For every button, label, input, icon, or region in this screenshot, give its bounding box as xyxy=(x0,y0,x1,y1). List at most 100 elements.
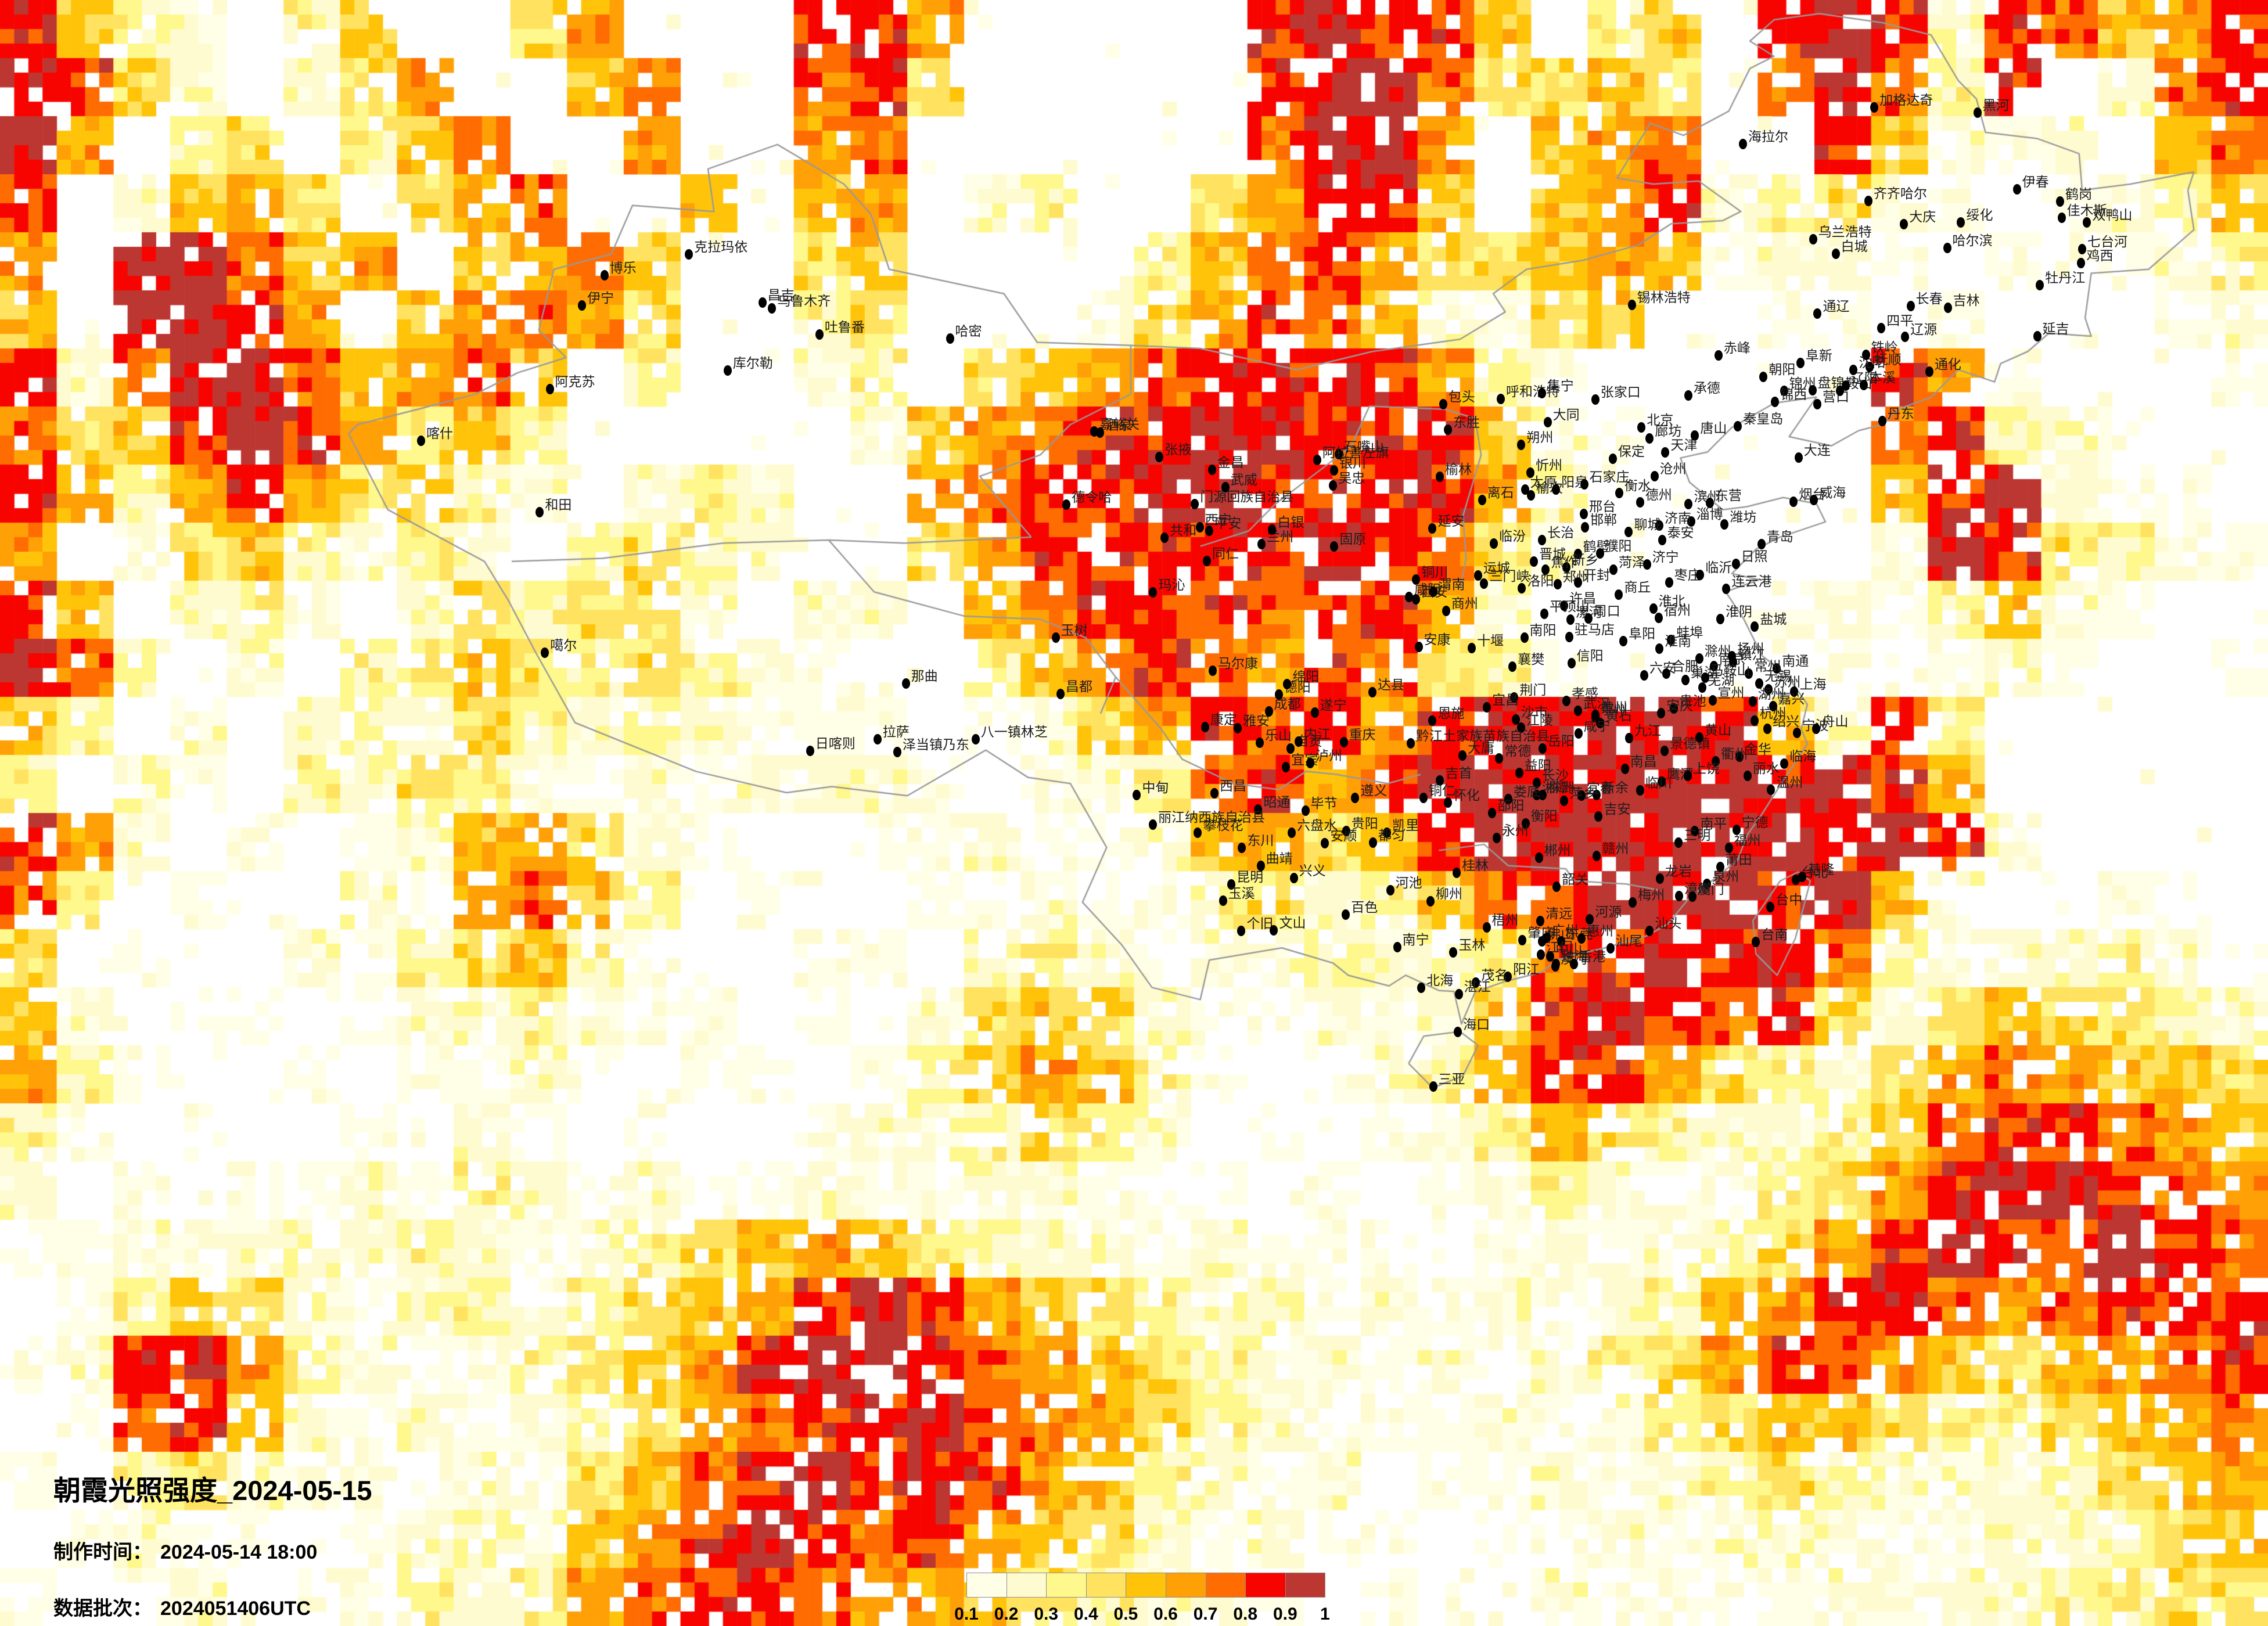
city-dot xyxy=(1688,891,1696,902)
city-dot xyxy=(1546,951,1555,962)
city-dot xyxy=(1221,482,1230,493)
city-label: 连云港 xyxy=(1731,573,1772,589)
city-dot xyxy=(1841,380,1850,391)
city-dot xyxy=(1660,746,1669,757)
city-dot xyxy=(541,647,549,658)
city-dot xyxy=(1636,497,1644,508)
city-dot xyxy=(1474,570,1482,581)
city-dot xyxy=(1512,714,1520,725)
city-dot xyxy=(1645,433,1654,444)
legend-color-cell xyxy=(1007,1573,1047,1597)
city-dot xyxy=(1295,736,1303,747)
city-label: 张掖 xyxy=(1164,442,1192,458)
city-dot xyxy=(1729,656,1738,667)
city-dot xyxy=(1771,396,1780,407)
city-label: 基隆 xyxy=(1807,862,1835,877)
city-dot xyxy=(1580,508,1588,519)
city-dot xyxy=(1237,925,1246,936)
city-label: 安顺 xyxy=(1330,828,1357,843)
city-dot xyxy=(2057,212,2066,223)
city-label: 齐齐哈尔 xyxy=(1873,185,1927,201)
city-label: 玉树 xyxy=(1061,622,1088,638)
city-dot xyxy=(1712,756,1720,767)
city-label: 哈尔滨 xyxy=(1952,233,1993,249)
city-dot xyxy=(1330,541,1339,552)
city-label: 三明 xyxy=(1684,827,1711,843)
city-dot xyxy=(1751,621,1759,632)
city-label: 衡阳 xyxy=(1530,808,1558,823)
city-dot xyxy=(1541,564,1550,575)
city-dot xyxy=(723,365,732,376)
city-dot xyxy=(806,746,814,757)
city-label: 大同 xyxy=(1552,406,1580,422)
city-dot xyxy=(1569,958,1578,969)
city-label: 通化 xyxy=(1934,356,1961,372)
city-dot xyxy=(1810,495,1818,506)
city-label: 绵阳 xyxy=(1292,668,1320,684)
city-dot xyxy=(1655,520,1663,531)
legend-tick-label: 0.5 xyxy=(1113,1605,1138,1624)
city-dot xyxy=(1595,548,1604,559)
city-label: 黔江土家族苗族自治县 xyxy=(1416,728,1550,743)
city-label: 宿州 xyxy=(1663,602,1691,618)
city-dot xyxy=(1624,527,1633,538)
city-label: 娄底 xyxy=(1514,783,1540,799)
city-label: 平安 xyxy=(1214,516,1242,531)
city-label: 临川 xyxy=(1645,775,1672,790)
city-dot xyxy=(1608,454,1617,465)
city-label: 百色 xyxy=(1351,899,1378,915)
city-label: 株洲 xyxy=(1547,779,1575,795)
city-label: 淮阴 xyxy=(1726,603,1753,619)
city-label: 和田 xyxy=(545,497,572,512)
city-dot xyxy=(1695,653,1703,664)
city-label: 马尔康 xyxy=(1217,656,1258,671)
city-dot xyxy=(1321,837,1329,848)
city-label: 南通 xyxy=(1782,653,1809,669)
city-label: 宜春 xyxy=(1586,780,1613,796)
city-dot xyxy=(545,383,554,394)
city-label: 延安 xyxy=(1437,513,1465,528)
city-label: 德令哈 xyxy=(1072,489,1112,505)
city-label: 青岛 xyxy=(1766,528,1793,544)
city-dot xyxy=(1808,385,1817,396)
city-dot xyxy=(1662,668,1670,679)
city-label: 临沂 xyxy=(1705,560,1733,575)
city-dot xyxy=(1268,524,1277,535)
city-label: 韶关 xyxy=(1562,871,1589,887)
city-dot xyxy=(1642,559,1651,570)
city-label: 昆明 xyxy=(1237,869,1264,885)
city-label: 柳州 xyxy=(1435,886,1462,902)
city-label: 内江 xyxy=(1304,726,1331,742)
city-dot xyxy=(1552,881,1561,892)
city-label: 中山 xyxy=(1555,941,1583,956)
city-label: 绥化 xyxy=(1966,207,1993,223)
city-dot xyxy=(1743,771,1752,782)
city-label: 鞍山 xyxy=(1845,375,1872,391)
city-dot xyxy=(1703,878,1712,889)
city-dot xyxy=(1577,933,1586,944)
legend-tick-label: 0.6 xyxy=(1153,1605,1178,1624)
city-label: 海口 xyxy=(1463,1017,1490,1033)
city-label: 贵阳 xyxy=(1351,815,1378,831)
city-label: 唐山 xyxy=(1700,420,1727,436)
city-dot xyxy=(1674,890,1683,901)
city-label: 惠州 xyxy=(1586,923,1613,939)
city-label: 湛江 xyxy=(1464,979,1491,995)
legend-tick-label: 0.8 xyxy=(1233,1605,1258,1624)
city-dot xyxy=(1160,532,1169,543)
city-dot xyxy=(1586,914,1594,925)
city-dot xyxy=(1792,727,1801,738)
data-batch-label: 数据批次： xyxy=(53,1598,152,1620)
city-dot xyxy=(1532,777,1541,788)
city-label: 锦西 xyxy=(1780,386,1807,402)
city-label: 哈密 xyxy=(955,323,982,339)
legend-tick-label: 0.9 xyxy=(1273,1605,1297,1624)
city-label: 乐山 xyxy=(1265,727,1292,743)
city-label: 上海 xyxy=(1799,676,1827,692)
city-dot xyxy=(1627,300,1636,311)
city-dot xyxy=(1339,737,1348,748)
city-dot xyxy=(768,303,777,314)
city-label: 商州 xyxy=(1451,596,1478,611)
city-dot xyxy=(1637,422,1646,433)
city-dot xyxy=(1925,366,1933,377)
